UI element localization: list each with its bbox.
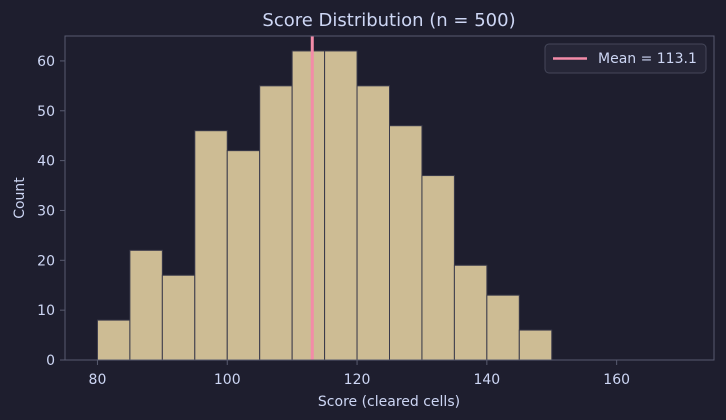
histogram-bar <box>226 150 261 361</box>
legend-box <box>544 43 707 74</box>
x-ticks-group: 80 100 120 140 160 <box>89 360 630 388</box>
y-tick-label: 60 <box>37 54 55 70</box>
histogram-bar <box>161 274 196 361</box>
histogram-bar <box>194 130 228 361</box>
histogram-bar <box>356 85 390 361</box>
histogram-bar <box>259 85 293 361</box>
histogram-bar <box>486 294 520 361</box>
x-axis-label: Score (cleared cells) <box>318 394 460 410</box>
histogram-bar <box>421 175 455 361</box>
histogram-bar <box>96 319 131 361</box>
histogram-bar <box>518 329 553 361</box>
histogram-bar <box>291 50 326 361</box>
y-tick-label: 20 <box>37 253 55 269</box>
y-tick-label: 0 <box>46 353 55 369</box>
histogram-bar <box>389 125 423 361</box>
legend-mean-label: Mean = 113.1 <box>598 51 697 67</box>
x-tick-label: 120 <box>344 372 371 388</box>
y-tick-label: 10 <box>37 303 55 319</box>
histogram-bar <box>129 249 163 361</box>
y-ticks-group: 0 10 20 30 40 50 60 <box>37 54 65 369</box>
histogram-bar <box>324 50 358 361</box>
x-tick-label: 100 <box>214 372 241 388</box>
x-tick-label: 160 <box>603 372 630 388</box>
legend: Mean = 113.1 <box>544 43 707 74</box>
x-tick-label: 140 <box>473 372 500 388</box>
chart-title: Score Distribution (n = 500) <box>262 10 515 31</box>
y-tick-label: 50 <box>37 104 55 120</box>
bars-group <box>96 50 553 361</box>
histogram-bar <box>453 264 488 361</box>
x-tick-label: 80 <box>89 372 107 388</box>
y-tick-label: 30 <box>37 203 55 219</box>
y-tick-label: 40 <box>37 154 55 170</box>
plot-frame <box>64 35 715 361</box>
y-axis-label: Count <box>12 177 28 219</box>
